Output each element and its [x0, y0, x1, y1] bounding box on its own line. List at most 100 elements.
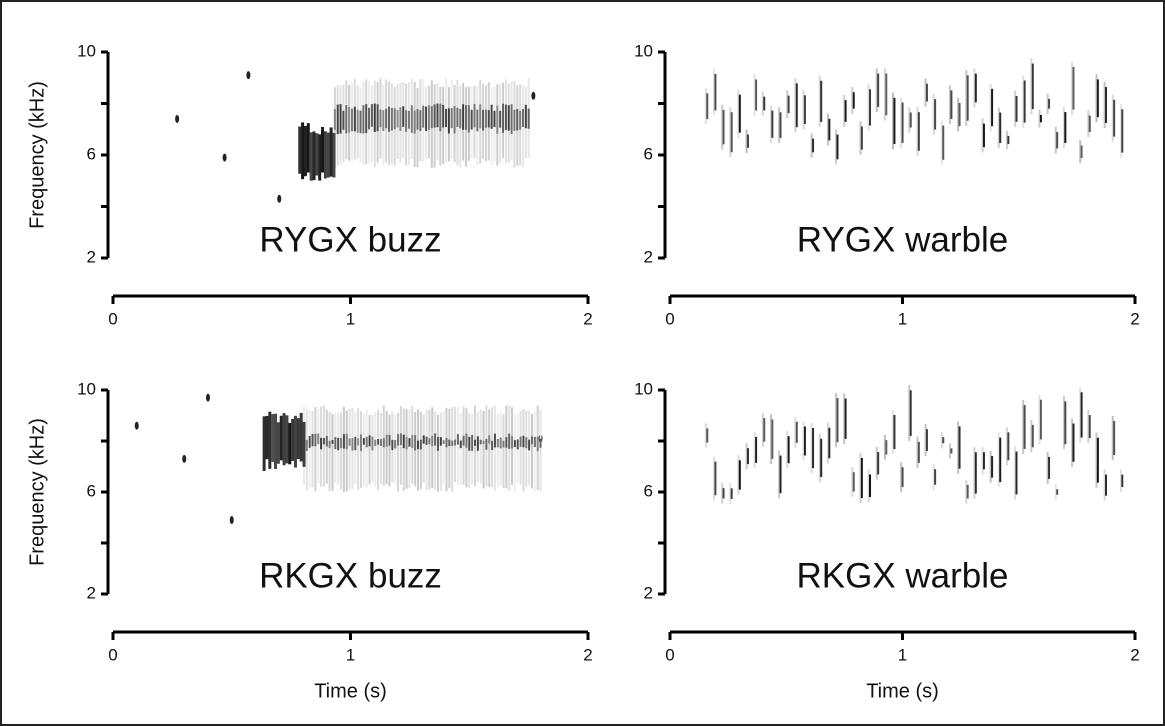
spectrogram-streak [448, 408, 451, 489]
spectrogram-streak [1054, 484, 1057, 500]
spectrogram-streak [1119, 469, 1122, 493]
spectrogram-streak [753, 431, 756, 468]
spectrogram-streak [1096, 79, 1099, 118]
spectrogram-streak [425, 436, 428, 445]
spectrogram-streak [334, 437, 337, 450]
spectrogram-streak [317, 408, 320, 484]
spectrogram-streak [1071, 418, 1074, 467]
spectrogram-streak [377, 410, 380, 491]
spectrogram-streak [516, 108, 519, 131]
spectrogram-streak [917, 441, 920, 463]
spectrogram [704, 385, 1124, 505]
spectrogram-streak [333, 109, 336, 130]
spectrogram-streak [391, 439, 394, 451]
spectrogram-streak [1119, 103, 1122, 158]
spectrogram-streak [496, 439, 499, 448]
spectrogram-streak [1056, 132, 1059, 149]
spectrogram-streak [487, 110, 490, 128]
spectrogram-streak [893, 97, 896, 145]
spectrogram-streak [502, 103, 505, 133]
spectrogram-streak [425, 409, 428, 491]
spectrogram-streak [803, 95, 806, 125]
spectrogram-streak [373, 103, 376, 132]
spectrogram-streak [900, 97, 903, 149]
spectrogram-streak [442, 104, 445, 128]
spectrogram-streak [332, 132, 336, 178]
spectrogram-streak [362, 105, 365, 134]
spectrogram-streak [482, 109, 485, 131]
spectrogram-streak [525, 437, 528, 449]
spectrogram-streak [940, 432, 943, 449]
spectrogram-streak [1064, 401, 1067, 445]
spectrogram-streak [704, 423, 707, 448]
spectrogram-streak [869, 474, 872, 498]
spectrogram-streak [402, 408, 405, 492]
spectrogram-streak [308, 410, 311, 488]
spectrogram-streak [957, 97, 960, 132]
spectrogram-streak [442, 440, 445, 444]
spectrogram-streak [417, 409, 419, 491]
spectrogram-streak [826, 422, 829, 464]
spectrogram-streak [431, 407, 434, 489]
spectrogram-streak [454, 439, 457, 446]
spectrogram-streak [877, 452, 880, 475]
spectrogram-streak [1023, 405, 1026, 449]
spectrogram-streak [359, 110, 362, 134]
spectrogram-streak [713, 456, 716, 501]
spectrogram-streak [314, 407, 317, 491]
spectrogram-streak [828, 118, 831, 141]
spectrogram-streak [357, 438, 360, 446]
spectrogram-streak [416, 108, 419, 130]
spectrogram-streak [761, 91, 764, 116]
spectrogram-streak [434, 433, 437, 446]
spectrogram-streak [502, 414, 505, 489]
spectrogram-streak [1015, 451, 1018, 495]
spectrogram-streak [419, 110, 422, 131]
spectrogram-streak [377, 438, 380, 445]
spectrogram-streak [908, 385, 911, 442]
spectrogram-streak [812, 138, 815, 153]
spectrogram-streak [836, 134, 839, 160]
spectrogram-streak [1105, 474, 1108, 496]
spectrogram-streak [388, 106, 391, 132]
spectrogram-streak [1121, 474, 1124, 488]
spectrogram-streak [331, 440, 334, 444]
spectrogram-streak [428, 438, 431, 445]
spectrogram-streak [482, 440, 485, 444]
spectrogram-streak [511, 436, 514, 449]
spectrogram-streak [302, 421, 306, 467]
spectrogram-dot [229, 516, 234, 525]
spectrogram-streak [738, 94, 741, 133]
panel-title: RYGX buzz [259, 220, 441, 259]
spectrogram-streak [314, 433, 317, 447]
spectrogram-streak [859, 452, 862, 504]
spectrogram-streak [493, 110, 496, 128]
spectrogram-streak [818, 75, 821, 128]
x-tick-label: 0 [108, 645, 117, 664]
spectrogram-dot [175, 114, 180, 123]
spectrogram-streak [949, 443, 951, 459]
spectrogram-streak [974, 73, 977, 103]
spectrogram-streak [296, 418, 300, 459]
spectrogram-streak [745, 129, 748, 153]
spectrogram-streak [1039, 114, 1042, 123]
spectrogram-streak [451, 406, 454, 492]
spectrogram-streak [949, 85, 951, 125]
spectrogram-streak [513, 412, 516, 492]
spectrogram-streak [382, 110, 385, 132]
spectrogram-streak [328, 411, 331, 492]
spectrogram-streak [1087, 409, 1090, 444]
spectrogram-streak [379, 439, 382, 446]
spectrogram-streak [818, 433, 821, 483]
spectrogram-streak [318, 134, 322, 181]
spectrogram-streak [422, 414, 425, 483]
spectrogram-streak [265, 415, 269, 460]
spectrogram-streak [779, 455, 782, 494]
spectrogram-streak [1087, 110, 1090, 138]
spectrogram-streak [279, 415, 283, 461]
spectrogram-streak [1005, 427, 1008, 466]
spectrogram-streak [965, 479, 968, 504]
spectrogram-dot [182, 454, 187, 463]
spectrogram-streak [396, 110, 399, 128]
